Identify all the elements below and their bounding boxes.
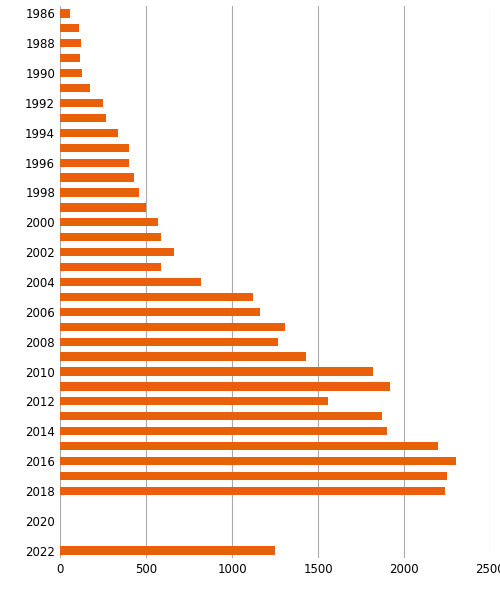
- Bar: [60, 263, 162, 271]
- Bar: [60, 233, 162, 241]
- Bar: [60, 10, 70, 17]
- Bar: [60, 308, 260, 316]
- Bar: [60, 99, 103, 107]
- Bar: [60, 487, 446, 495]
- Bar: [60, 24, 79, 32]
- Bar: [60, 278, 201, 286]
- Bar: [60, 382, 390, 391]
- Bar: [60, 218, 158, 226]
- Bar: [60, 293, 252, 301]
- Bar: [60, 158, 129, 167]
- Bar: [60, 352, 306, 361]
- Bar: [60, 39, 80, 47]
- Bar: [60, 248, 174, 256]
- Bar: [60, 323, 286, 331]
- Bar: [60, 203, 146, 212]
- Bar: [60, 442, 438, 450]
- Bar: [60, 547, 275, 554]
- Bar: [60, 457, 456, 465]
- Bar: [60, 69, 82, 77]
- Bar: [60, 427, 387, 435]
- Bar: [60, 188, 139, 197]
- Bar: [60, 412, 382, 421]
- Bar: [60, 472, 447, 480]
- Bar: [60, 54, 80, 62]
- Bar: [60, 129, 118, 137]
- Bar: [60, 173, 134, 182]
- Bar: [60, 143, 129, 152]
- Bar: [60, 114, 106, 122]
- Bar: [60, 367, 373, 376]
- Bar: [60, 338, 278, 346]
- Bar: [60, 397, 328, 406]
- Bar: [60, 84, 90, 92]
